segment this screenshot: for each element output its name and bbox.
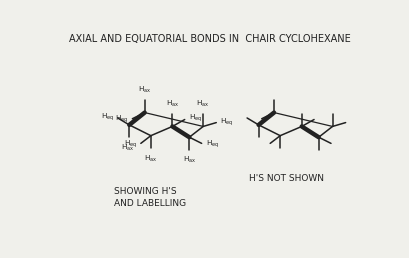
Text: $\mathregular{H_{eq}}$: $\mathregular{H_{eq}}$ [205,138,218,150]
Text: $\mathregular{H_{ax}}$: $\mathregular{H_{ax}}$ [196,99,209,109]
Text: AXIAL AND EQUATORIAL BONDS IN  CHAIR CYCLOHEXANE: AXIAL AND EQUATORIAL BONDS IN CHAIR CYCL… [69,34,350,44]
Text: $\mathregular{H_{eq}}$: $\mathregular{H_{eq}}$ [188,113,202,125]
Text: $\mathregular{H_{eq}}$: $\mathregular{H_{eq}}$ [220,116,233,127]
Text: $\mathregular{H_{eq}}$: $\mathregular{H_{eq}}$ [115,114,128,125]
Text: $\mathregular{H_{eq}}$: $\mathregular{H_{eq}}$ [123,138,137,150]
Text: SHOWING H'S
AND LABELLING: SHOWING H'S AND LABELLING [114,187,186,208]
Text: $\mathregular{H_{ax}}$: $\mathregular{H_{ax}}$ [165,99,179,109]
Text: $\mathregular{H_{eq}}$: $\mathregular{H_{eq}}$ [100,111,114,123]
Text: H'S NOT SHOWN: H'S NOT SHOWN [248,174,323,183]
Text: $\mathregular{H_{ax}}$: $\mathregular{H_{ax}}$ [144,154,157,164]
Text: $\mathregular{H_{ax}}$: $\mathregular{H_{ax}}$ [183,155,196,165]
Text: $\mathregular{H_{ax}}$: $\mathregular{H_{ax}}$ [137,85,151,95]
Text: $\mathregular{H_{ax}}$: $\mathregular{H_{ax}}$ [121,143,134,153]
